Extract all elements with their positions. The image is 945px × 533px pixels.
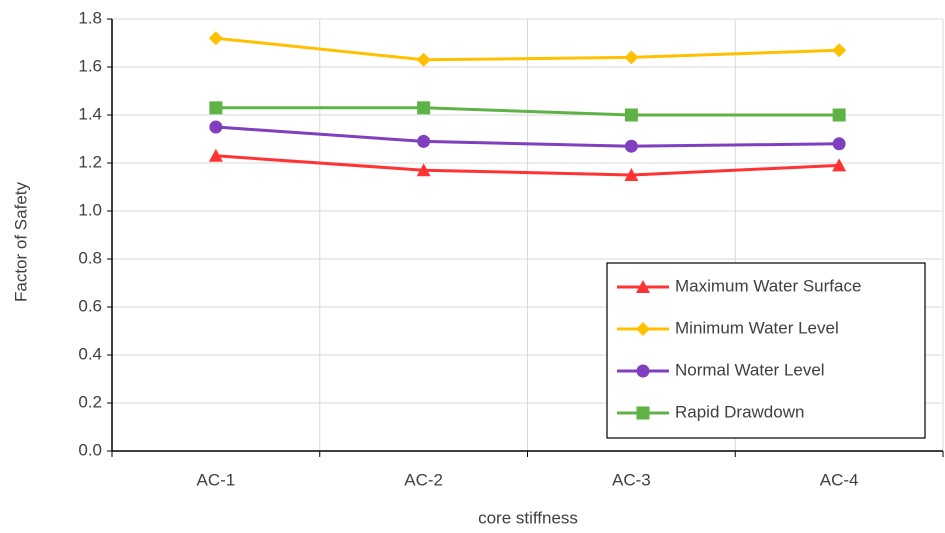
data-point xyxy=(416,52,431,67)
x-axis-title: core stiffness xyxy=(478,508,578,527)
y-tick-label: 1.8 xyxy=(78,8,102,27)
y-axis-title: Factor of Safety xyxy=(11,182,30,302)
legend-label: Minimum Water Level xyxy=(675,318,839,337)
data-point xyxy=(624,50,639,65)
y-tick-label: 0.2 xyxy=(78,392,102,411)
y-tick-label: 1.4 xyxy=(78,104,102,123)
series-line xyxy=(215,36,840,62)
y-tick-label: 0.8 xyxy=(78,248,102,267)
y-tick-label: 0.0 xyxy=(78,440,102,459)
y-tick-label: 1.2 xyxy=(78,152,102,171)
y-tick-label: 1.0 xyxy=(78,200,102,219)
y-tick-label: 1.6 xyxy=(78,56,102,75)
legend-marker xyxy=(636,364,650,378)
legend-box xyxy=(606,262,926,439)
legend-marker xyxy=(636,322,650,336)
data-point xyxy=(832,108,846,122)
data-point xyxy=(208,31,223,46)
data-point xyxy=(416,163,431,177)
legend-marker xyxy=(636,280,650,293)
series-line xyxy=(215,125,840,148)
data-point xyxy=(209,120,223,134)
legend-label: Rapid Drawdown xyxy=(675,402,804,421)
data-point xyxy=(832,137,846,151)
legend-marker xyxy=(636,406,650,420)
legend-label: Normal Water Level xyxy=(675,360,825,379)
x-tick-label: AC-3 xyxy=(612,470,651,489)
x-tick-label: AC-2 xyxy=(404,470,443,489)
data-point xyxy=(624,108,638,122)
data-point xyxy=(624,168,639,181)
data-point xyxy=(832,43,847,58)
x-tick-label: AC-4 xyxy=(820,470,859,489)
data-point xyxy=(209,101,223,115)
y-tick-label: 0.6 xyxy=(78,296,102,315)
legend-label: Maximum Water Surface xyxy=(675,276,861,295)
data-point xyxy=(624,139,638,153)
x-tick-label: AC-1 xyxy=(197,470,236,489)
series-line xyxy=(215,106,840,117)
data-point xyxy=(417,101,431,115)
series-line xyxy=(215,154,840,177)
data-point xyxy=(417,134,431,148)
y-tick-label: 0.4 xyxy=(78,344,102,363)
data-point xyxy=(832,158,847,172)
data-point xyxy=(208,148,223,162)
